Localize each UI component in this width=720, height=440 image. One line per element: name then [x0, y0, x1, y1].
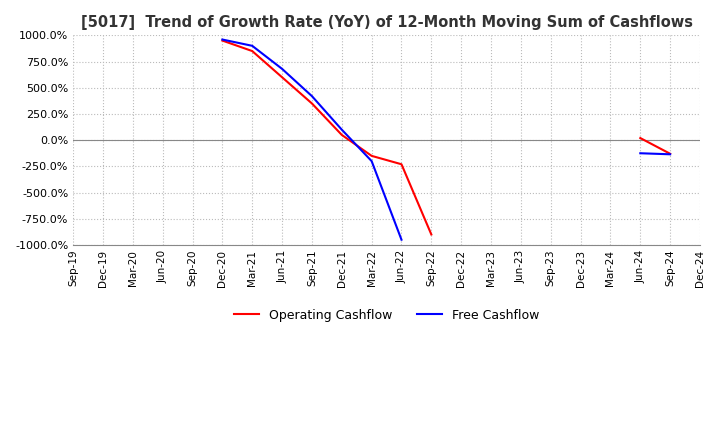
Title: [5017]  Trend of Growth Rate (YoY) of 12-Month Moving Sum of Cashflows: [5017] Trend of Growth Rate (YoY) of 12-… — [81, 15, 693, 30]
Operating Cashflow — [307, 101, 316, 106]
Free Cashflow — [218, 37, 227, 42]
Operating Cashflow — [367, 153, 376, 158]
Operating Cashflow — [278, 75, 287, 80]
Free Cashflow — [248, 43, 256, 48]
Operating Cashflow — [397, 161, 406, 167]
Operating Cashflow — [248, 48, 256, 54]
Legend: Operating Cashflow, Free Cashflow: Operating Cashflow, Free Cashflow — [229, 304, 544, 327]
Free Cashflow — [278, 66, 287, 72]
Free Cashflow — [307, 93, 316, 99]
Line: Operating Cashflow: Operating Cashflow — [222, 40, 431, 235]
Operating Cashflow — [427, 232, 436, 237]
Operating Cashflow — [338, 132, 346, 138]
Operating Cashflow — [218, 38, 227, 43]
Free Cashflow — [338, 127, 346, 132]
Free Cashflow — [367, 158, 376, 164]
Line: Free Cashflow: Free Cashflow — [222, 40, 402, 240]
Free Cashflow — [397, 237, 406, 242]
